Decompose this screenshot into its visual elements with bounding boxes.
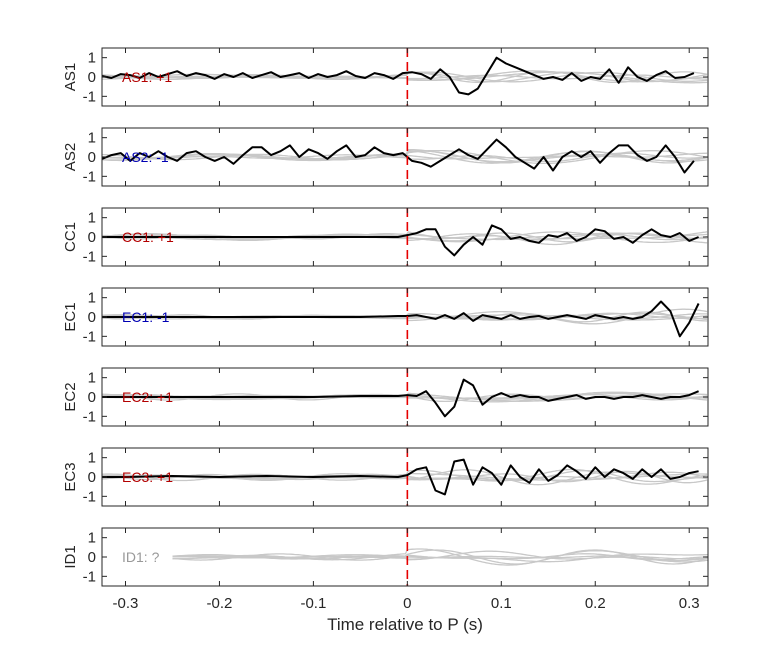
y-tick-label: 1 [88,210,96,227]
y-axis-label: EC3 [62,462,79,491]
trace-as1 [101,56,695,96]
polarity-label: AS1: +1 [122,69,172,85]
x-tick-label: 0 [403,595,411,612]
background-trace [172,553,709,563]
y-tick-label: 0 [88,389,96,406]
x-axis: -0.3 -0.2 -0.1 0 0.1 0.2 0.3 [113,595,700,612]
background-trace [172,548,709,566]
y-axis-label: CC1 [62,222,79,252]
y-tick-label: -1 [83,88,96,105]
x-tick-label: 0.1 [491,595,512,612]
x-tick-label: -0.1 [300,595,326,612]
y-tick-label: 0 [88,309,96,326]
polarity-label: AS2: -1 [122,149,169,165]
y-tick-label: 1 [88,130,96,147]
trace-ec2 [102,378,699,418]
background-trace [101,233,708,241]
y-axis-label: AS2 [62,143,79,171]
y-tick-label: 0 [88,549,96,566]
background-trace [102,469,708,486]
y-axis-label: EC2 [62,382,79,411]
y-tick-label: 0 [88,229,96,246]
background-trace [101,70,708,84]
x-tick-label: 0.2 [585,595,606,612]
y-axis-label: ID1 [62,545,79,568]
y-tick-label: -1 [83,168,96,185]
y-axis-label: EC1 [62,302,79,331]
y-tick-label: 0 [88,69,96,86]
x-axis-label: Time relative to P (s) [327,615,483,634]
y-tick-label: 0 [88,469,96,486]
trace-ec1 [102,300,700,338]
y-tick-label: 1 [88,50,96,67]
trace-cc1 [102,224,699,257]
polarity-label: EC2: +1 [122,389,173,405]
y-tick-label: -1 [83,248,96,265]
x-tick-label: -0.3 [113,595,139,612]
y-axis-label: AS1 [62,63,79,91]
polarity-label: CC1: +1 [122,229,174,245]
y-tick-label: 1 [88,530,96,547]
background-traces [172,548,709,566]
background-trace [102,71,708,84]
y-tick-label: 0 [88,149,96,166]
trace-as2 [101,138,695,174]
polarity-label: ID1: ? [122,549,160,565]
polarity-label: EC3: +1 [122,469,173,485]
x-tick-label: -0.2 [207,595,233,612]
y-tick-label: -1 [83,328,96,345]
polarity-label: EC1: -1 [122,309,170,325]
y-tick-label: -1 [83,488,96,505]
y-tick-label: 1 [88,450,96,467]
y-tick-label: -1 [83,408,96,425]
y-tick-label: -1 [83,568,96,585]
y-tick-label: 1 [88,370,96,387]
trace-ec3 [102,458,699,496]
x-tick-label: 0.3 [679,595,700,612]
y-tick-label: 1 [88,290,96,307]
